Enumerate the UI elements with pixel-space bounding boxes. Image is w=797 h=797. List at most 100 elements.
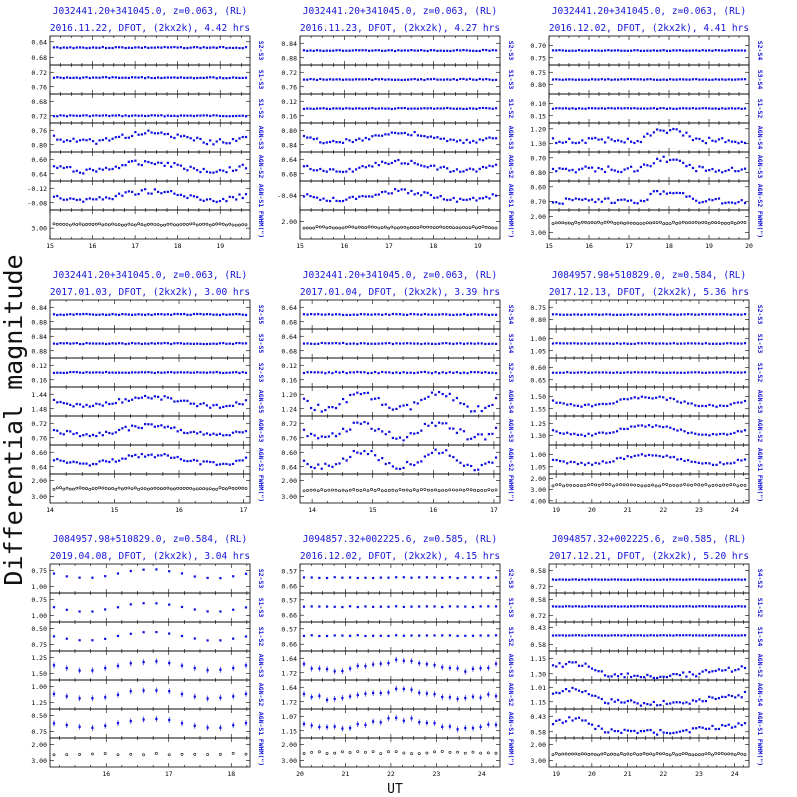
- data-point: [629, 483, 633, 487]
- data-point: [409, 489, 413, 493]
- data-point: [85, 198, 88, 201]
- data-point: [642, 221, 646, 225]
- data-point: [409, 371, 412, 374]
- chart-title: J032441.20+341045.0, z=0.063, (RL): [552, 6, 746, 17]
- data-point: [573, 432, 576, 435]
- data-point: [465, 168, 468, 171]
- data-point: [468, 198, 472, 201]
- data-point: [471, 605, 475, 609]
- data-point: [475, 107, 478, 110]
- data-point: [348, 634, 352, 637]
- data-point: [219, 668, 222, 671]
- data-point: [235, 114, 238, 118]
- data-point: [729, 483, 733, 487]
- data-point: [727, 201, 730, 204]
- data-point: [659, 49, 662, 52]
- data-point: [459, 342, 462, 345]
- data-point: [619, 371, 622, 374]
- data-point: [620, 170, 623, 174]
- panel-label: S1-S2: [507, 627, 515, 647]
- data-point: [131, 134, 134, 138]
- data-point: [491, 226, 495, 230]
- data-point: [477, 342, 480, 345]
- data-point: [186, 169, 189, 172]
- panel-label: AGN-S3: [257, 126, 265, 150]
- data-point: [328, 107, 332, 111]
- data-point: [694, 404, 697, 407]
- panel-frame: [49, 93, 251, 124]
- data-point: [147, 129, 150, 132]
- data-point: [218, 486, 222, 490]
- data-point: [157, 425, 160, 428]
- data-point: [91, 752, 94, 756]
- data-point: [459, 428, 462, 431]
- data-point: [189, 371, 192, 374]
- data-point: [241, 403, 244, 406]
- data-point: [665, 131, 668, 134]
- data-point: [619, 456, 622, 459]
- data-point: [643, 199, 646, 203]
- data-point: [124, 425, 127, 428]
- data-point: [101, 313, 104, 316]
- data-point: [349, 393, 352, 397]
- data-point: [429, 164, 433, 167]
- data-point: [182, 222, 186, 226]
- data-point: [52, 342, 56, 345]
- data-point: [581, 49, 584, 52]
- data-point: [658, 484, 662, 488]
- data-point: [215, 433, 218, 436]
- data-point: [65, 637, 68, 640]
- data-point: [179, 371, 183, 374]
- data-point: [341, 199, 345, 203]
- data-point: [335, 141, 338, 144]
- data-point: [574, 107, 577, 110]
- data-point: [212, 461, 215, 464]
- data-point: [306, 313, 309, 316]
- data-point: [341, 141, 345, 144]
- data-point: [225, 487, 228, 491]
- data-point: [306, 164, 309, 168]
- data-point: [129, 720, 132, 723]
- data-point: [218, 45, 222, 49]
- data-point: [494, 605, 498, 608]
- data-point: [605, 461, 608, 464]
- data-point: [117, 459, 121, 462]
- data-point: [685, 131, 688, 134]
- data-point: [166, 46, 169, 49]
- data-point: [244, 721, 248, 725]
- data-point: [420, 164, 423, 167]
- data-point: [564, 78, 568, 81]
- data-point: [166, 454, 169, 457]
- panel-frame: [299, 122, 501, 153]
- data-point: [345, 313, 348, 317]
- data-point: [121, 133, 124, 136]
- data-point: [601, 402, 604, 405]
- data-point: [679, 428, 683, 431]
- y-tick-label: 0.50: [31, 712, 47, 720]
- data-point: [160, 46, 163, 49]
- data-point: [342, 341, 345, 345]
- data-point: [616, 170, 620, 173]
- data-point: [551, 458, 555, 461]
- data-point: [231, 462, 235, 466]
- data-point: [374, 134, 377, 137]
- data-point: [111, 312, 114, 316]
- data-point: [202, 342, 205, 346]
- data-point: [384, 433, 387, 436]
- data-point: [332, 78, 335, 81]
- data-point: [436, 136, 439, 139]
- data-point: [352, 393, 355, 396]
- data-point: [685, 107, 688, 110]
- data-point: [124, 371, 127, 374]
- data-point: [104, 313, 108, 316]
- data-point: [345, 489, 349, 493]
- data-point: [192, 77, 196, 80]
- data-point: [665, 222, 669, 225]
- y-tick-label: 3.00: [31, 225, 47, 233]
- data-point: [633, 425, 636, 428]
- data-point: [101, 434, 104, 437]
- data-point: [104, 575, 107, 578]
- data-point: [374, 193, 377, 196]
- data-point: [124, 114, 127, 117]
- data-point: [95, 46, 98, 49]
